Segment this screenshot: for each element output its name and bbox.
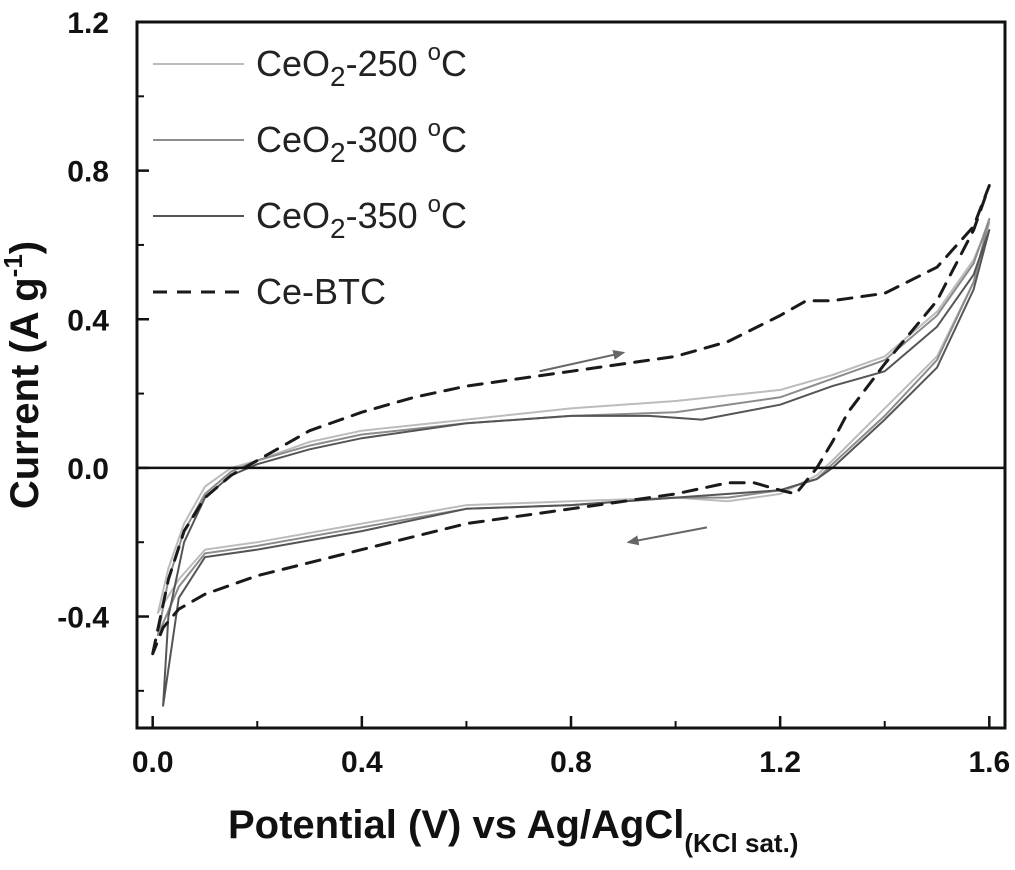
y-axis-title-text: Current (A g [3, 277, 47, 509]
legend-label-3: CeO2-350 oC [256, 191, 467, 244]
series-layer [151, 184, 991, 707]
x-axis-title: Potential (V) vs Ag/AgCl(KCl sat.) [228, 803, 798, 858]
y-axis-title-superscript: -1 [0, 254, 28, 277]
y-tick-label: 0.8 [67, 156, 109, 189]
x-axis-title-text: Potential (V) vs Ag/AgCl [228, 803, 684, 847]
x-tick-label: 1.2 [759, 746, 801, 779]
y-tick-label: 0.0 [67, 453, 109, 486]
x-tick-label: 1.6 [968, 746, 1010, 779]
y-axis-title-close: ) [3, 241, 47, 254]
axis-ticks: 0.0 0.4 0.8 1.2 1.6 -0.4 0.0 0.4 0.8 1.2 [57, 7, 1010, 779]
series-line-3 [162, 229, 991, 707]
x-axis-title-subscript: (KCl sat.) [684, 828, 798, 858]
x-tick-label: 0.8 [550, 746, 592, 779]
legend: CeO2-250 oC CeO2-300 oC CeO2-350 oC Ce-BTC [153, 39, 467, 312]
y-tick-label: -0.4 [57, 602, 109, 635]
y-axis-title: Current (A g-1) [0, 241, 47, 509]
legend-label-4: Ce-BTC [256, 271, 386, 312]
y-tick-label: 0.4 [67, 304, 109, 337]
direction-arrows [539, 349, 708, 546]
x-tick-label: 0.0 [132, 746, 174, 779]
y-tick-label: 1.2 [67, 7, 109, 40]
x-tick-label: 0.4 [341, 746, 383, 779]
legend-label-2: CeO2-300 oC [256, 115, 467, 168]
direction-arrow-2 [626, 526, 708, 546]
legend-label-1: CeO2-250 oC [256, 39, 467, 92]
direction-arrow-1 [539, 349, 626, 373]
series-line-4 [151, 184, 991, 656]
